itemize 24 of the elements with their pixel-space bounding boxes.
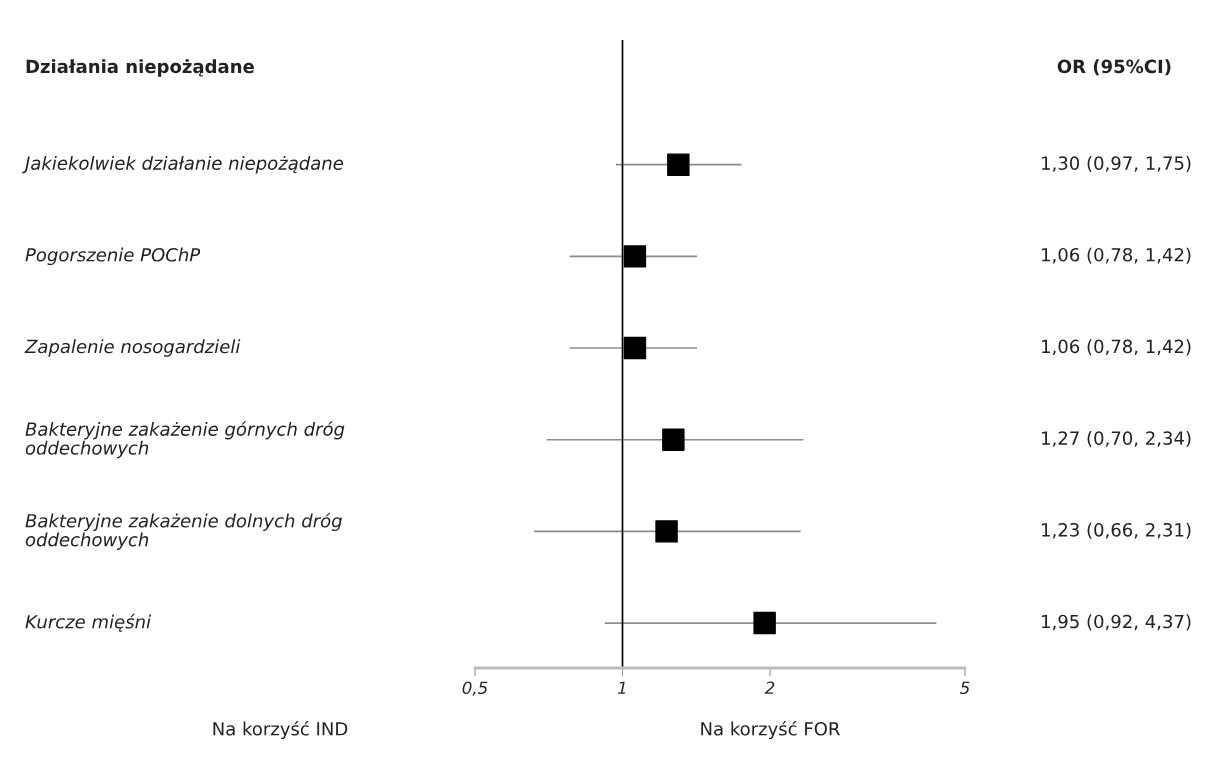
y-tick-label: Zapalenie nosogardzieli [24, 339, 241, 357]
y-tick-label: Bakteryjne zakażenie dolnych dróg oddechowych [25, 512, 342, 550]
y-tick-label: Jakiekolwiek działanie niepożądane [22, 155, 344, 174]
point [655, 520, 678, 543]
data-label: 1,27 (0,70, 2,34) [1042, 431, 1191, 448]
y-tick-label: Kurcze mięśni [25, 613, 151, 632]
data-label: 1,06 (0,78, 1,42) [1042, 339, 1191, 356]
point [667, 153, 690, 176]
x-tick-label: 1 [618, 681, 626, 694]
x-tick-label: 2 [764, 681, 775, 694]
data-label: 1,95 (0,92, 4,37) [1042, 614, 1191, 631]
x-tick-label: 5 [960, 681, 970, 695]
text: Na korzyść IND [213, 720, 348, 740]
point [662, 428, 685, 451]
x-tick-label: 0,5 [462, 681, 488, 696]
text: OR (95%CI) [1057, 59, 1171, 76]
text: Działania niepożądane [26, 59, 254, 77]
text: Na korzyść FOR [701, 720, 840, 740]
data-label: 1,06 (0,78, 1,42) [1042, 247, 1191, 264]
data-label: 1,23 (0,66, 2,31) [1042, 522, 1191, 539]
data-label: 1,30 (0,97, 1,75) [1042, 155, 1191, 173]
y-tick-label: Pogorszenie POChP [25, 247, 201, 266]
point [753, 611, 776, 635]
y-tick-label: Bakteryjne zakażenie górnych dróg oddechowych [25, 421, 345, 459]
